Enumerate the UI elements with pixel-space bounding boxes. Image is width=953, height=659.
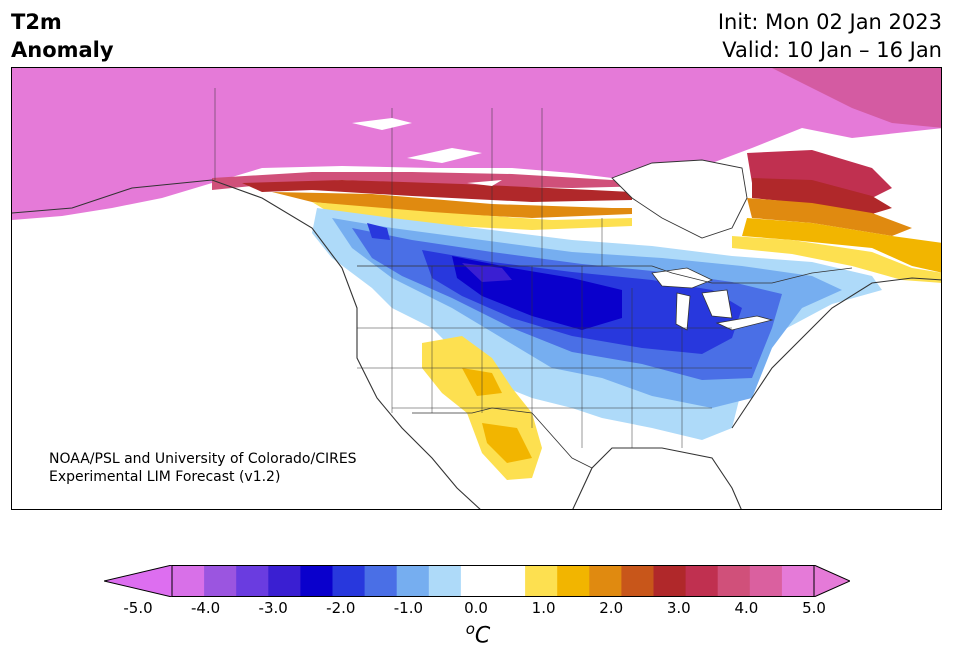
colorbar-cell [300, 565, 333, 597]
lake-superior [651, 267, 713, 289]
colorbar-cell [685, 565, 719, 597]
title-line-1: T2m [11, 10, 62, 34]
valid-range: Valid: 10 Jan – 16 Jan [722, 38, 942, 62]
anomaly-region-idaho-blue [367, 223, 390, 240]
forecast-dates: Init: Mon 02 Jan 2023 Valid: 10 Jan – 16… [718, 8, 942, 64]
colorbar-tick-label: 4.0 [734, 599, 759, 617]
colorbar-tick-label: -3.0 [258, 599, 288, 617]
map-title: T2m Anomaly [11, 8, 114, 64]
colorbar-tick-label: -2.0 [326, 599, 356, 617]
colorbar-tick-label: -5.0 [123, 599, 153, 617]
lake-erie-ontario [715, 315, 774, 331]
anomaly-region-indigo-core [462, 263, 512, 282]
anomaly-map [11, 67, 942, 510]
colorbar-cell [781, 565, 815, 597]
ice-patch [352, 118, 502, 186]
anomaly-region-red-band [242, 180, 632, 202]
colorbar-high-extend [813, 565, 850, 597]
colorbar-cell [364, 565, 398, 597]
colorbar-cell [428, 565, 462, 597]
colorbar-cell [493, 565, 526, 597]
colorbar-cell [621, 565, 654, 597]
lake-michigan [675, 292, 691, 331]
colorbar-cell [749, 565, 783, 597]
attribution: NOAA/PSL and University of Colorado/CIRE… [49, 450, 357, 486]
anomaly-region-quebec-yellow [732, 236, 941, 283]
colorbar-cell [525, 565, 558, 597]
colorbar-cell [460, 565, 494, 597]
colorbar-tick-label: 5.0 [802, 599, 826, 617]
colorbar-cell [557, 565, 590, 597]
colorbar-cell [396, 565, 430, 597]
anomaly-region-quebec-deep-red [752, 178, 892, 214]
colorbar [104, 565, 850, 597]
colorbar-cell [268, 565, 301, 597]
colorbar-tick-label: 1.0 [531, 599, 556, 617]
credit-line-2: Experimental LIM Forecast (v1.2) [49, 469, 281, 485]
anomaly-region-quebec-gold [742, 218, 941, 273]
colorbar-outline [171, 565, 815, 597]
anomaly-region-greenland [772, 68, 941, 128]
state-borders [214, 88, 752, 448]
colorbar-unit: oC [465, 620, 491, 649]
colorbar-cell [172, 565, 205, 597]
anomaly-region-arctic [12, 68, 941, 220]
colorbar-low-extend [104, 565, 173, 597]
colorbar-cell [717, 565, 751, 597]
init-date: Init: Mon 02 Jan 2023 [717, 10, 942, 34]
colorbar-tick-label: 0.0 [464, 599, 488, 617]
anomaly-region-southwest-gold [462, 368, 532, 463]
us-mexico-border [412, 407, 593, 469]
hudson-bay [611, 159, 748, 239]
us-canada-border [357, 265, 853, 284]
map-canvas [12, 68, 941, 509]
colorbar-cell [589, 565, 622, 597]
anomaly-region-quebec-orange [747, 198, 912, 236]
credit-line-1: NOAA/PSL and University of Colorado/CIRE… [49, 451, 357, 467]
colorbar-cell [236, 565, 269, 597]
colorbar-cell [653, 565, 687, 597]
colorbar-tick-label: -4.0 [190, 599, 221, 617]
colorbar-tick-label: 2.0 [599, 599, 624, 617]
colorbar-tick-label: -1.0 [393, 599, 424, 617]
colorbar-cell [332, 565, 366, 597]
colorbar-cell [204, 565, 237, 597]
title-line-2: Anomaly [11, 38, 114, 62]
colorbar-tick-label: 3.0 [666, 599, 691, 617]
anomaly-region-quebec-red [747, 150, 892, 198]
lake-huron [701, 289, 733, 319]
